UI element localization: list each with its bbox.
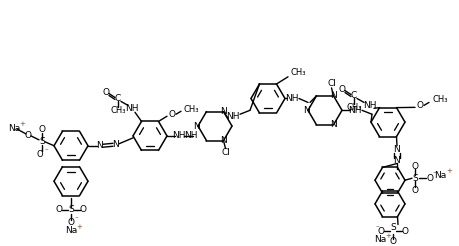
Text: Na: Na xyxy=(373,235,385,244)
Text: S: S xyxy=(68,205,74,214)
Text: O: O xyxy=(389,237,396,246)
Text: NH: NH xyxy=(285,94,298,103)
Text: O: O xyxy=(37,150,43,159)
Text: O: O xyxy=(168,110,175,119)
Text: NH: NH xyxy=(226,112,239,121)
Text: N: N xyxy=(393,145,399,154)
Text: NH: NH xyxy=(125,104,139,113)
Text: +: + xyxy=(384,233,390,239)
Text: N: N xyxy=(330,91,336,100)
Text: O: O xyxy=(102,88,109,97)
Text: Na: Na xyxy=(433,171,445,180)
Text: ⁻: ⁻ xyxy=(74,217,78,223)
Text: S: S xyxy=(389,223,395,232)
Text: N: N xyxy=(330,120,336,129)
Text: O: O xyxy=(67,218,74,227)
Text: O: O xyxy=(79,205,86,214)
Text: O: O xyxy=(56,205,62,214)
Text: NH: NH xyxy=(184,131,197,140)
Text: O: O xyxy=(411,162,418,171)
Text: O: O xyxy=(338,85,345,94)
Text: N: N xyxy=(303,106,310,115)
Text: +: + xyxy=(19,121,25,127)
Text: N: N xyxy=(393,156,399,165)
Text: O: O xyxy=(401,227,408,236)
Text: N: N xyxy=(220,107,226,116)
Text: N: N xyxy=(193,122,200,131)
Text: Cl: Cl xyxy=(326,79,335,89)
Text: CH₃: CH₃ xyxy=(110,106,125,115)
Text: N: N xyxy=(220,136,226,145)
Text: NH: NH xyxy=(363,101,376,110)
Text: C: C xyxy=(350,91,356,100)
Text: O: O xyxy=(24,131,31,140)
Text: S: S xyxy=(411,174,417,183)
Text: O: O xyxy=(415,101,423,110)
Text: +: + xyxy=(76,225,82,231)
Text: Na: Na xyxy=(65,226,77,235)
Text: S: S xyxy=(39,137,45,146)
Text: N: N xyxy=(112,140,119,149)
Text: CH₃: CH₃ xyxy=(291,68,306,77)
Text: NH: NH xyxy=(347,106,361,115)
Text: O: O xyxy=(425,174,432,183)
Text: O: O xyxy=(377,227,384,236)
Text: O: O xyxy=(39,125,45,135)
Text: Na: Na xyxy=(8,123,20,133)
Text: CH₃: CH₃ xyxy=(346,103,361,112)
Text: CH₃: CH₃ xyxy=(432,95,448,104)
Text: ⁻: ⁻ xyxy=(431,171,435,177)
Text: CH₃: CH₃ xyxy=(184,105,199,114)
Text: C: C xyxy=(115,94,121,103)
Text: ⁻: ⁻ xyxy=(374,226,378,231)
Text: NH: NH xyxy=(172,131,185,140)
Text: N: N xyxy=(96,141,103,150)
Text: Cl: Cl xyxy=(221,148,230,157)
Text: O: O xyxy=(411,185,418,195)
Text: ⁻: ⁻ xyxy=(44,149,48,155)
Text: +: + xyxy=(445,168,451,174)
